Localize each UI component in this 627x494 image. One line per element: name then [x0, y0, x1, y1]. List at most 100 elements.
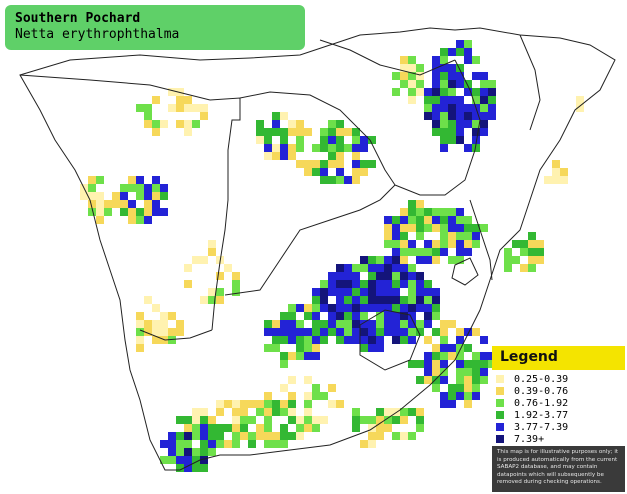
grid-cell: [392, 416, 400, 424]
grid-cell: [400, 80, 408, 88]
grid-cell: [392, 248, 400, 256]
grid-cell: [304, 400, 312, 408]
grid-cell: [576, 96, 584, 104]
grid-cell: [328, 400, 336, 408]
grid-cell: [304, 392, 312, 400]
grid-cell: [296, 416, 304, 424]
grid-cell: [472, 360, 480, 368]
grid-cell: [176, 416, 184, 424]
grid-cell: [88, 176, 96, 184]
grid-cell: [336, 400, 344, 408]
grid-cell: [472, 72, 480, 80]
grid-cell: [336, 176, 344, 184]
grid-cell: [336, 328, 344, 336]
grid-cell: [408, 96, 416, 104]
grid-cell: [480, 104, 488, 112]
grid-cell: [216, 296, 224, 304]
grid-cell: [184, 264, 192, 272]
grid-cell: [136, 320, 144, 328]
border-eswatini: [451, 257, 479, 286]
grid-cell: [384, 256, 392, 264]
grid-cell: [88, 184, 96, 192]
grid-cell: [152, 304, 160, 312]
grid-cell: [328, 144, 336, 152]
grid-cell: [320, 392, 328, 400]
grid-cell: [152, 96, 160, 104]
grid-cell: [328, 120, 336, 128]
grid-cell: [296, 160, 304, 168]
grid-cell: [360, 136, 368, 144]
grid-cell: [392, 432, 400, 440]
grid-cell: [320, 280, 328, 288]
grid-cell: [272, 440, 280, 448]
grid-cell: [296, 144, 304, 152]
grid-cell: [88, 200, 96, 208]
grid-cell: [448, 240, 456, 248]
grid-cell: [336, 264, 344, 272]
grid-cell: [392, 288, 400, 296]
grid-cell: [312, 344, 320, 352]
grid-cell: [440, 136, 448, 144]
grid-cell: [392, 272, 400, 280]
grid-cell: [512, 256, 520, 264]
grid-cell: [192, 456, 200, 464]
grid-cell: [456, 344, 464, 352]
grid-cell: [280, 336, 288, 344]
grid-cell: [264, 320, 272, 328]
grid-cell: [416, 80, 424, 88]
grid-cell: [328, 152, 336, 160]
grid-cell: [200, 464, 208, 472]
grid-cell: [456, 128, 464, 136]
legend-header: Legend: [492, 346, 625, 370]
grid-cell: [120, 208, 128, 216]
grid-cell: [128, 216, 136, 224]
grid-cell: [336, 152, 344, 160]
grid-cell: [464, 376, 472, 384]
grid-cell: [472, 56, 480, 64]
grid-cell: [392, 296, 400, 304]
grid-cell: [336, 120, 344, 128]
grid-cell: [312, 328, 320, 336]
grid-cell: [216, 440, 224, 448]
grid-cell: [280, 432, 288, 440]
grid-cell: [88, 208, 96, 216]
grid-cell: [440, 320, 448, 328]
legend-label: 0.25-0.39: [514, 373, 569, 385]
grid-cell: [416, 224, 424, 232]
grid-cell: [352, 264, 360, 272]
grid-cell: [232, 280, 240, 288]
grid-cell: [432, 256, 440, 264]
border-zimbabwe-mozambique: [394, 59, 481, 196]
grid-cell: [304, 408, 312, 416]
grid-cell: [384, 272, 392, 280]
grid-cell: [264, 392, 272, 400]
grid-cell: [432, 344, 440, 352]
grid-cell: [144, 184, 152, 192]
grid-cell: [448, 104, 456, 112]
grid-cell: [424, 208, 432, 216]
grid-cell: [304, 168, 312, 176]
grid-cell: [264, 440, 272, 448]
grid-cell: [304, 376, 312, 384]
grid-cell: [368, 256, 376, 264]
grid-cell: [472, 384, 480, 392]
grid-cell: [400, 336, 408, 344]
grid-cell: [304, 424, 312, 432]
grid-cell: [240, 424, 248, 432]
grid-cell: [168, 440, 176, 448]
grid-cell: [176, 464, 184, 472]
grid-cell: [280, 360, 288, 368]
grid-cell: [464, 112, 472, 120]
grid-cell: [456, 248, 464, 256]
grid-cell: [408, 328, 416, 336]
grid-cell: [352, 288, 360, 296]
grid-cell: [200, 256, 208, 264]
grid-cell: [344, 312, 352, 320]
grid-cell: [352, 336, 360, 344]
grid-cell: [336, 280, 344, 288]
grid-cell: [504, 256, 512, 264]
grid-cell: [432, 296, 440, 304]
grid-cell: [448, 136, 456, 144]
grid-cell: [424, 280, 432, 288]
